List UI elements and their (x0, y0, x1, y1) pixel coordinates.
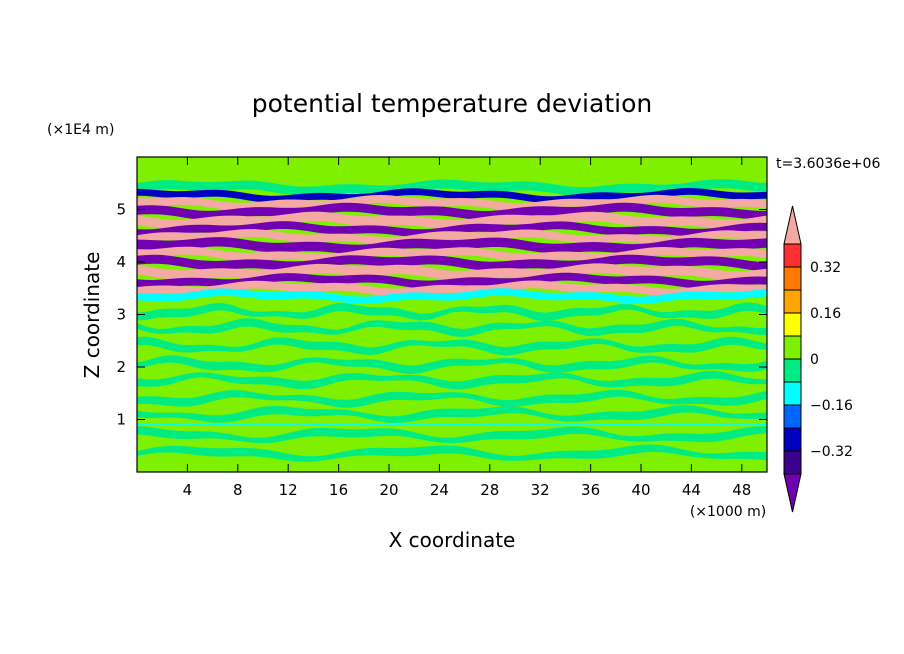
y-unit-label: (×1E4 m) (47, 122, 114, 138)
contour-band (137, 288, 767, 304)
colorbar-segment (783, 404, 802, 429)
colorbar-top-arrow (783, 205, 802, 245)
x-unit-label: (×1000 m) (690, 504, 766, 520)
colorbar-tick-label: −0.32 (810, 444, 853, 460)
colorbar-segment (783, 381, 802, 406)
y-axis-label: Z coordinate (80, 252, 104, 379)
x-tick-label: 40 (631, 481, 650, 499)
colorbar-segment (783, 450, 802, 475)
lower-field-band (137, 426, 767, 444)
lower-field-band (137, 370, 767, 390)
x-tick-label: 4 (183, 481, 193, 499)
x-tick-label: 44 (682, 481, 701, 499)
lower-field-band (137, 302, 767, 322)
y-tick-label: 4 (116, 253, 126, 271)
y-tick-label: 3 (116, 306, 126, 324)
lower-field-band (137, 355, 767, 375)
x-axis-label: X coordinate (389, 528, 516, 552)
x-tick-label: 36 (581, 481, 600, 499)
x-axis: 4 8 12 16 20 24 28 32 36 40 44 48 (183, 157, 751, 499)
colorbar-segment (783, 266, 802, 291)
colorbar-segment (783, 335, 802, 360)
colorbar-segment (783, 358, 802, 383)
y-axis: 1 2 3 4 5 (116, 201, 767, 429)
lower-field-band (137, 405, 767, 423)
x-tick-label: 12 (279, 481, 298, 499)
x-tick-label: 8 (233, 481, 243, 499)
colorbar-tick-label: −0.16 (810, 398, 853, 414)
contour-band (137, 188, 767, 203)
colorbar-tick-label: 0.16 (810, 306, 841, 322)
x-tick-label: 24 (430, 481, 449, 499)
contour-band (137, 237, 767, 255)
chart-title: potential temperature deviation (252, 89, 652, 118)
lower-field-band (137, 336, 767, 356)
lower-field-band (137, 389, 767, 408)
colorbar: 0.32 0.16 0 −0.16 −0.32 (783, 205, 853, 513)
contour-band (137, 263, 767, 281)
x-tick-label: 20 (379, 481, 398, 499)
time-label: t=3.6036e+06 (776, 156, 880, 172)
lower-field-band (137, 318, 767, 338)
x-tick-label: 32 (531, 481, 550, 499)
contour-band (137, 229, 767, 245)
contour-field (137, 157, 767, 472)
colorbar-tick-label: 0 (810, 352, 819, 368)
x-tick-label: 48 (732, 481, 751, 499)
colorbar-bottom-arrow (783, 473, 802, 513)
colorbar-segment (783, 427, 802, 452)
lower-field-band (137, 444, 767, 462)
contour-band (137, 280, 767, 297)
contour-band (137, 272, 767, 289)
y-tick-label: 5 (116, 201, 126, 219)
y-tick-label: 2 (116, 358, 126, 376)
colorbar-segment (783, 243, 802, 268)
colorbar-tick-label: 0.32 (810, 260, 841, 276)
y-tick-label: 1 (116, 411, 126, 429)
x-tick-label: 16 (329, 481, 348, 499)
colorbar-segment (783, 289, 802, 314)
colorbar-segment (783, 312, 802, 337)
x-tick-label: 28 (480, 481, 499, 499)
contour-band (137, 211, 767, 230)
contour-band (137, 221, 767, 238)
contour-band (137, 179, 767, 197)
